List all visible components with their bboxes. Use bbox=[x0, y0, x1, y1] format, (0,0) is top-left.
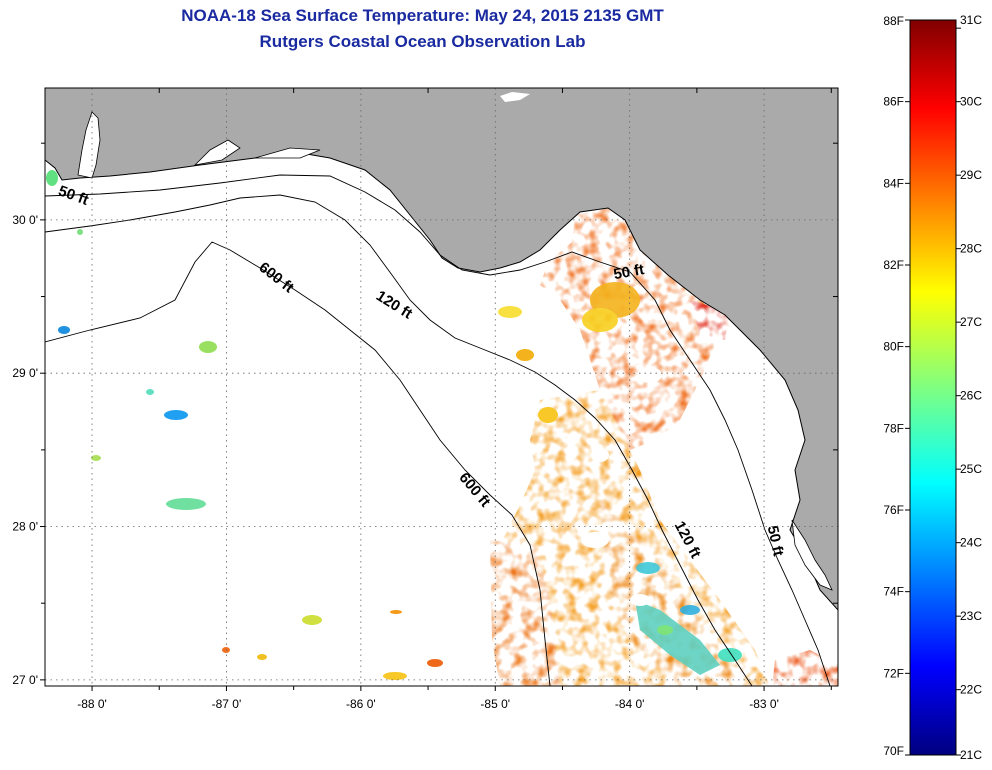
lon-tick-label: -87 0' bbox=[212, 697, 242, 711]
colorbar-f-label: 86F bbox=[883, 95, 904, 109]
lon-tick-label: -85 0' bbox=[480, 697, 510, 711]
colorbar-c-label: 27C bbox=[960, 315, 982, 329]
scattered-patches bbox=[46, 170, 558, 680]
colorbar-f-label: 76F bbox=[883, 503, 904, 517]
lon-tick-label: -84 0' bbox=[615, 697, 645, 711]
colorbar-f-label: 74F bbox=[883, 585, 904, 599]
lon-tick-label: -86 0' bbox=[346, 697, 376, 711]
colorbar-c-label: 30C bbox=[960, 95, 982, 109]
sst-patch-south bbox=[490, 540, 560, 686]
sst-patch-yellow bbox=[582, 308, 618, 332]
contour-label: 50 ft bbox=[612, 261, 645, 283]
colorbar-f-label: 84F bbox=[883, 176, 904, 190]
map-axes: -88 0' -87 0' -86 0' -85 0' -84 0' -83 0' 30 0… bbox=[12, 88, 838, 711]
map-subtitle: Rutgers Coastal Ocean Observation Lab bbox=[259, 32, 586, 51]
inland-lake bbox=[500, 92, 530, 102]
colorbar-f-label: 72F bbox=[883, 666, 904, 680]
colorbar-c-label: 28C bbox=[960, 242, 982, 256]
sst-patch-green bbox=[657, 625, 673, 635]
colorbar-f-label: 80F bbox=[883, 340, 904, 354]
sst-patch-cool-coast bbox=[635, 600, 720, 675]
sst-patch-big-bend bbox=[540, 205, 730, 450]
sst-patch-cool-3 bbox=[718, 648, 742, 662]
colorbar-f-label: 70F bbox=[883, 744, 904, 758]
mobile-bay bbox=[77, 111, 101, 179]
contour-120ft bbox=[45, 194, 753, 686]
colorbar-c-label: 29C bbox=[960, 168, 982, 182]
lat-tick-label: 28 0' bbox=[12, 520, 38, 534]
lat-tick-label: 29 0' bbox=[12, 366, 38, 380]
sst-patch-cool-2 bbox=[680, 605, 700, 615]
colorbar-c-label: 23C bbox=[960, 609, 982, 623]
colorbar-f-label: 88F bbox=[883, 14, 904, 28]
lon-tick-label: -88 0' bbox=[77, 697, 107, 711]
map-frame bbox=[44, 87, 839, 687]
colorbar-gradient bbox=[909, 19, 957, 756]
choctawhatchee-bay bbox=[254, 147, 321, 159]
bathymetry-contours bbox=[45, 174, 831, 686]
sst-patch-cool-1 bbox=[636, 562, 660, 574]
map-title: NOAA-18 Sea Surface Temperature: May 24,… bbox=[181, 6, 664, 25]
pensacola-bay bbox=[193, 139, 241, 166]
sst-data-layer bbox=[46, 170, 838, 686]
contour-600ft bbox=[45, 241, 551, 686]
land-mass bbox=[45, 88, 838, 611]
colorbar-c-label: 25C bbox=[960, 462, 982, 476]
sst-patch-southeast bbox=[772, 650, 838, 686]
colorbar-c-label: 26C bbox=[960, 389, 982, 403]
colorbar-c-label: 24C bbox=[960, 536, 982, 550]
map-grid bbox=[45, 88, 838, 686]
colorbar-c-label: 22C bbox=[960, 683, 982, 697]
colorbar-f-label: 78F bbox=[883, 421, 904, 435]
tampa-bay bbox=[791, 519, 833, 591]
contour-50ft bbox=[45, 174, 831, 686]
contour-label: 50 ft bbox=[764, 524, 787, 558]
colorbar-c-label: 31C bbox=[960, 13, 982, 27]
lat-tick-label: 30 0' bbox=[12, 213, 38, 227]
colorbar-c-label: 21C bbox=[960, 748, 982, 762]
lat-tick-label: 27 0' bbox=[12, 673, 38, 687]
sst-patch-shelf bbox=[600, 500, 745, 686]
lon-tick-label: -83 0' bbox=[749, 697, 779, 711]
colorbar-f-label: 82F bbox=[883, 258, 904, 272]
